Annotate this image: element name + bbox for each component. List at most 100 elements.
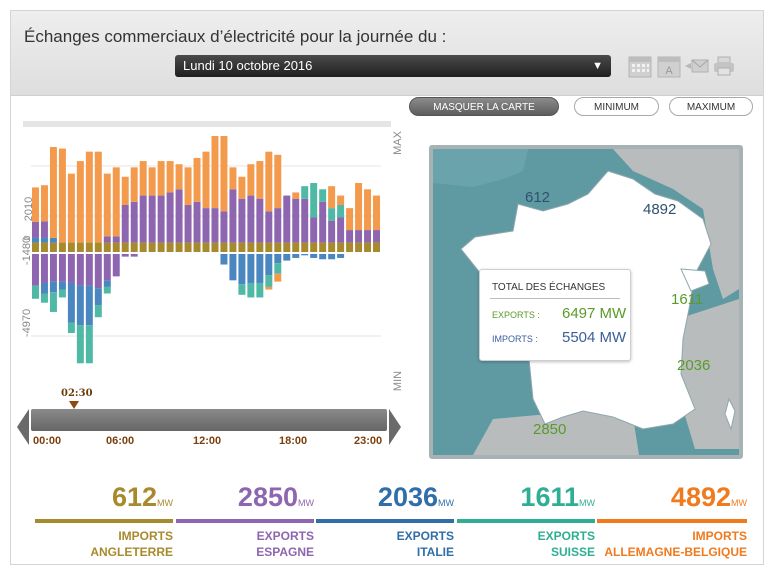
bar-segment-suisse	[319, 189, 327, 202]
bar-segment-espagne	[256, 198, 264, 243]
bar-segment-angleterre	[364, 242, 372, 252]
bar-segment-allemagne_belgique	[211, 136, 219, 209]
time-slider[interactable]	[31, 409, 387, 431]
tick-0000: 00:00	[33, 435, 62, 447]
bar-segment-neg-suisse	[256, 282, 264, 298]
bar-segment-allemagne_belgique	[121, 176, 129, 205]
bar-segment-espagne	[112, 236, 120, 243]
bar-segment-allemagne_belgique	[346, 208, 354, 231]
bar-segment-angleterre	[175, 242, 183, 252]
bar-segment-espagne	[319, 201, 327, 243]
bar-segment-neg-suisse	[76, 325, 84, 364]
summary-value: 612MW	[111, 482, 173, 512]
bar-segment-allemagne_belgique	[184, 167, 192, 205]
bar-segment-neg-italie	[337, 254, 345, 258]
summary-value: 1611MW	[520, 482, 595, 512]
bar-segment-espagne	[274, 208, 282, 243]
map-label-suisse: 1611	[671, 291, 704, 308]
bar-segment-angleterre	[238, 242, 246, 252]
bar-segment-allemagne_belgique	[238, 176, 246, 199]
bar-segment-angleterre	[220, 242, 228, 252]
bar-segment-allemagne_belgique	[58, 148, 66, 243]
bar-segment-allemagne_belgique	[337, 195, 345, 205]
bar-segment-espagne	[301, 198, 309, 243]
bar-segment-neg-espagne	[58, 254, 66, 282]
email-icon[interactable]	[684, 53, 710, 79]
bar-segment-angleterre	[184, 242, 192, 252]
bar-segment-neg-suisse	[103, 286, 111, 294]
bar-segment-allemagne_belgique	[139, 161, 147, 196]
bar-segment-angleterre	[211, 242, 219, 252]
bar-segment-espagne	[265, 211, 273, 243]
exchange-bar-chart	[31, 136, 381, 364]
bar-segment-neg-espagne	[112, 254, 120, 277]
bar-segment-angleterre	[373, 242, 380, 252]
bar-segment-angleterre	[355, 242, 363, 252]
bar-segment-neg-suisse	[94, 305, 102, 318]
bar-segment-allemagne_belgique	[247, 164, 255, 196]
date-dropdown[interactable]: Lundi 10 octobre 2016 ▼	[175, 55, 611, 77]
summary-country: ITALIE	[416, 545, 454, 559]
bar-segment-neg-italie	[85, 285, 93, 326]
scroll-left-arrow[interactable]	[17, 409, 29, 445]
bar-segment-angleterre	[274, 242, 282, 252]
bar-segment-allemagne_belgique	[220, 136, 228, 212]
bar-segment-neg-espagne	[76, 254, 84, 286]
summary-bar	[597, 519, 747, 523]
map-label-angleterre: 612	[525, 189, 551, 206]
bar-segment-neg-italie	[328, 254, 336, 260]
scroll-right-arrow[interactable]	[389, 409, 401, 445]
bar-segment-angleterre	[283, 242, 291, 252]
bar-segment-allemagne_belgique	[256, 161, 264, 199]
bar-segment-espagne	[148, 195, 156, 243]
bar-segment-allemagne_belgique	[112, 167, 120, 237]
calendar-a-icon[interactable]: A	[656, 53, 682, 79]
time-marker-label: 02:30	[61, 388, 93, 399]
bar-segment-angleterre	[301, 242, 309, 252]
summary-suisse: 1611MW EXPORTS SUISSE	[457, 483, 595, 560]
calendar-icon[interactable]	[627, 53, 653, 79]
bar-segment-neg-italie	[229, 254, 237, 281]
france-map[interactable]: 612 4892 1611 2036 2850 TOTAL DES ÉCHANG…	[429, 145, 743, 459]
bar-segment-italie	[40, 237, 48, 243]
tick-1800: 18:00	[279, 435, 308, 447]
bar-segment-espagne	[184, 204, 192, 243]
chevron-down-icon: ▼	[592, 60, 603, 72]
popup-divider	[490, 298, 620, 299]
bar-segment-neg-italie	[256, 254, 264, 283]
summary-bar	[176, 519, 314, 523]
bar-segment-espagne	[32, 221, 39, 238]
minimum-button[interactable]: MINIMUM	[574, 97, 659, 116]
bar-segment-espagne	[130, 201, 138, 243]
bar-segment-angleterre	[112, 242, 120, 252]
bar-segment-allemagne_belgique	[94, 151, 102, 243]
bar-segment-allemagne_belgique	[32, 187, 39, 222]
summary-kind: EXPORTS	[537, 529, 595, 543]
bar-segment-suisse	[328, 208, 336, 221]
summary-espagne: 2850MW EXPORTS ESPAGNE	[176, 483, 314, 560]
tick-2300: 23:00	[354, 435, 383, 447]
bar-segment-allemagne_belgique	[355, 183, 363, 231]
bar-segment-allemagne_belgique	[373, 195, 380, 231]
time-marker-pointer[interactable]	[69, 401, 79, 409]
summary-value: 2850MW	[237, 482, 314, 512]
hide-map-button[interactable]: MASQUER LA CARTE	[409, 97, 559, 116]
print-icon[interactable]	[711, 53, 737, 79]
bar-segment-italie	[32, 237, 39, 243]
bar-segment-espagne	[238, 198, 246, 243]
imports-label: IMPORTS :	[492, 334, 538, 344]
bar-segment-espagne	[346, 230, 354, 243]
bar-segment-allemagne_belgique	[67, 173, 75, 243]
bar-segment-allemagne_belgique	[364, 189, 372, 231]
bar-segment-angleterre	[193, 242, 201, 252]
bar-segment-espagne	[283, 195, 291, 243]
bar-segment-neg-italie	[292, 254, 300, 258]
bar-segment-espagne	[364, 230, 372, 243]
bar-segment-allemagne_belgique	[328, 186, 336, 209]
maximum-button[interactable]: MAXIMUM	[669, 97, 753, 116]
bar-segment-neg-suisse	[85, 325, 93, 364]
bar-segment-neg-italie	[238, 254, 246, 285]
bar-segment-angleterre	[328, 242, 336, 252]
bar-segment-angleterre	[265, 242, 273, 252]
header-bar: Échanges commerciaux d’électricité pour …	[11, 11, 763, 96]
